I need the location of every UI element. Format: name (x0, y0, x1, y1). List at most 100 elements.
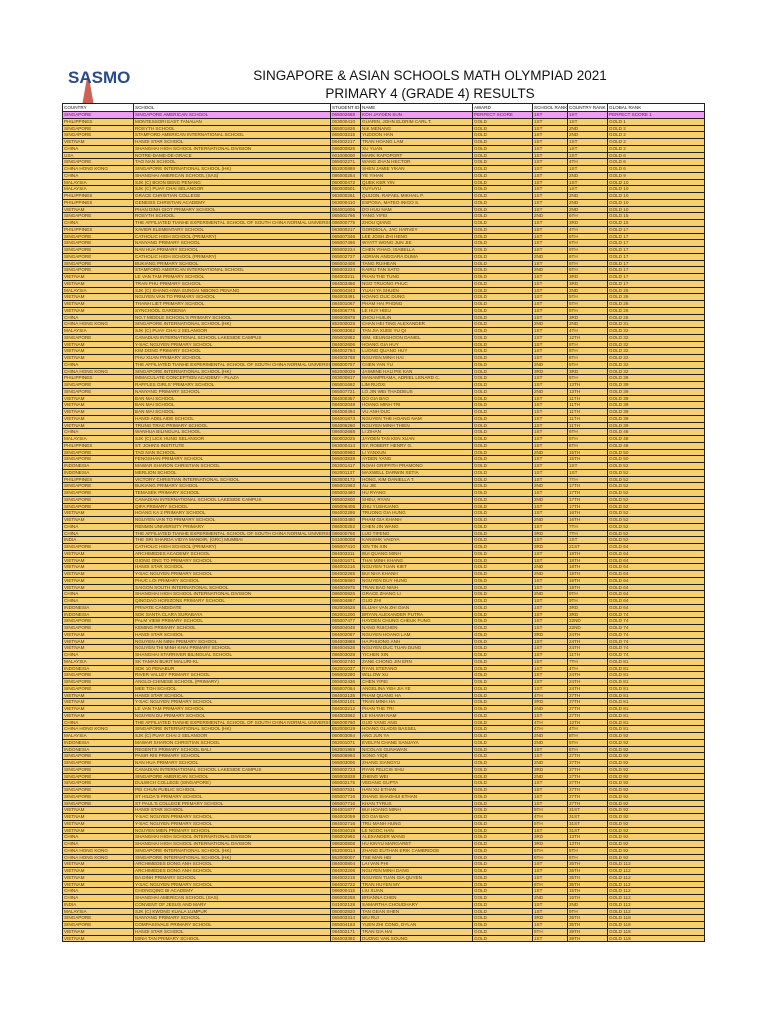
table-row: VIETNAM BAN MAI SCHOOL 084002048 HOANG MINH… (62, 401, 705, 409)
cell-country-rank: 24TH (567, 684, 608, 693)
cell-name: NANO RUICHEN (360, 624, 473, 632)
cell-school-rank: 1ST (532, 192, 568, 200)
cell-country: CHINA HONG KONG (62, 320, 134, 328)
cell-award: GOLD (472, 819, 533, 828)
cell-country: VIETNAM (62, 698, 134, 706)
cell-country: VIETNAM (62, 408, 134, 416)
cell-country-rank: 6TH (567, 212, 608, 220)
document-title: SINGAPORE & ASIAN SCHOOLS MATH OLYMPIAD … (253, 68, 607, 83)
table-row: SINGAPORE SINGAPORE AMERICAN SCHOOL 065002… (62, 772, 705, 781)
cell-school: ROSYTH SCHOOL (133, 212, 331, 220)
cell-school-rank: 1ST (532, 158, 568, 166)
table-row: INDIA THE SRI SHARDA VIDYA MANDIR, (GRC) … (62, 536, 705, 544)
cell-name: HOANG DUC DUNG (360, 293, 473, 301)
cell-student-id: 065007064 (330, 684, 361, 693)
cell-country: VIETNAM (62, 516, 134, 524)
cell-award: GOLD (472, 286, 533, 295)
cell-school: SINGAPORE AMERICAN SCHOOL (133, 772, 331, 781)
cell-school-rank: 2ND (532, 705, 568, 713)
cell-global-rank: GOLD 32 (607, 327, 705, 335)
cell-student-id: 065002460 (330, 489, 361, 497)
cell-country-rank: 3RD (567, 279, 608, 288)
cell-name: KANISHK VAIDYA (360, 536, 473, 544)
cell-country: CHINA HONG KONG (62, 725, 134, 733)
cell-student-id: 065003224 (330, 266, 361, 274)
cell-award: GOLD (472, 610, 533, 619)
column-header-country: COUNTRY (62, 103, 134, 112)
cell-global-rank: GOLD 92 (607, 792, 705, 801)
cell-country-rank: 12TH (567, 333, 608, 342)
cell-global-rank: GOLD 32 (607, 347, 705, 355)
cell-student-id: 086000760 (330, 718, 361, 727)
cell-global-rank: GOLD 64 (607, 563, 705, 571)
cell-student-id: 063000414 (330, 441, 361, 450)
cell-country-rank: 15TH (567, 448, 608, 457)
cell-country-rank: 5TH (567, 435, 608, 443)
cell-school: SHANGHAI HIGH SCHOOL INTERNATIONAL DIVIS… (133, 833, 331, 841)
cell-country-rank: 8TH (567, 340, 608, 349)
table-row: SINGAPORE TEMASEK PRIMARY SCHOOL 065002460… (62, 489, 705, 497)
table-body: SINGAPORE SINGAPORE AMERICAN SCHOOL 065002… (62, 111, 705, 943)
cell-school: HANOI STAR SCHOOL (133, 138, 331, 146)
cell-country: VIETNAM (62, 354, 134, 362)
cell-award: GOLD (472, 725, 533, 733)
table-row: VIETNAM HANOI STAR SCHOOL 084002135 PHAM QU… (62, 691, 705, 700)
cell-school: MEE TOH SCHOOL (133, 684, 331, 693)
table-row: VIETNAM ARCHIMEDES DONG ANH SCHOOL 0840008… (62, 860, 705, 868)
cell-school: RAFFLES GIRLS' PRIMARY SCHOOL (133, 381, 331, 389)
table-row: VIETNAM HANOI STAR SCHOOL 084002217 TRAN HO… (62, 138, 705, 146)
cell-name: NGUYEN TUAN KIET (360, 563, 473, 571)
cell-student-id: 063000817 (330, 374, 361, 382)
cell-name: ZHANG SHAOHUI ETHAN (360, 792, 473, 801)
cell-award: GOLD (472, 880, 533, 889)
cell-school-rank: 1ST (532, 219, 568, 227)
cell-country-rank: 2ND (567, 205, 608, 214)
cell-award: GOLD (472, 401, 533, 409)
table-row: VIETNAM GIONG ONG TO PRIMARY SCHOOL 084001… (62, 556, 705, 565)
cell-global-rank: GOLD 52 (607, 482, 705, 490)
cell-country-rank: 31ST (567, 806, 608, 814)
cell-global-rank: GOLD 52 (607, 462, 705, 470)
cell-school: SK TAMAN BUKIT MALURI-KL (133, 657, 331, 666)
cell-global-rank: GOLD 81 (607, 678, 705, 686)
table-row: MALAYSIA SJK (C) BOON BENG PENANG 06000047… (62, 178, 705, 187)
cell-name: DO GIA BAO (360, 813, 473, 821)
cell-global-rank: GOLD 92 (607, 745, 705, 754)
cell-name: QUIJON, RAFAEL MIKHAIL P. (360, 192, 473, 200)
cell-student-id: 065001826 (330, 124, 361, 133)
cell-school-rank: 4TH (532, 718, 568, 727)
cell-school-rank: 1ST (532, 792, 568, 801)
cell-country-rank: 5TH (567, 738, 608, 747)
cell-global-rank: GOLD 92 (607, 819, 705, 828)
cell-name: HAYDEN CHUNG CHEUK FUNG (360, 617, 473, 625)
cell-award: GOLD (472, 354, 533, 362)
cell-country-rank: 3RD (567, 610, 608, 619)
cell-award: GOLD (472, 867, 533, 875)
cell-country-rank: 5TH (567, 293, 608, 301)
cell-name: YANG YIFEI (360, 212, 473, 220)
cell-school-rank: 2ND (532, 772, 568, 781)
cell-country-rank: 11TH (567, 651, 608, 659)
cell-name: BUI HOANG MINH (360, 806, 473, 814)
table-row: CHINA WANHUA BILINGUAL SCHOOL 086002688 LI … (62, 428, 705, 436)
cell-country: INDIA (62, 536, 134, 544)
cell-school: SHANGHAI HIGH SCHOOL INTERNATIONAL DIVIS… (133, 840, 331, 848)
cell-name: WANG ZHAN HECTOR (360, 158, 473, 166)
cell-school: NGUYEN VAN TO PRIMARY SCHOOL (133, 293, 331, 301)
cell-country-rank: 4TH (567, 225, 608, 234)
cell-school: SINGAPORE AMERICAN SCHOOL (133, 111, 331, 119)
cell-school: SJK (C) KWONG KUALA LUMPUR (133, 907, 331, 916)
table-row: SINGAPORE COMPASSVALE PRIMARY SCHOOL 06500… (62, 921, 705, 929)
cell-country-rank: 6TH (567, 428, 608, 436)
cell-name: TRAN HUYEN MY (360, 880, 473, 889)
cell-country: SINGAPORE (62, 381, 134, 389)
cell-country-rank: 13TH (567, 387, 608, 396)
cell-global-rank: GOLD 64 (607, 576, 705, 585)
cell-school-rank: 1ST (532, 178, 568, 187)
cell-school-rank: 1ST (532, 752, 568, 760)
cell-country: SINGAPORE (62, 232, 134, 241)
cell-school: BUKIANG PRIMARY SCHOOL (133, 259, 331, 268)
cell-award: GOLD (472, 934, 533, 943)
cell-country: VIETNAM (62, 806, 134, 814)
table-row: SINGAPORE QIFA PRIMARY SCHOOL 065006406 ZHU… (62, 502, 705, 511)
